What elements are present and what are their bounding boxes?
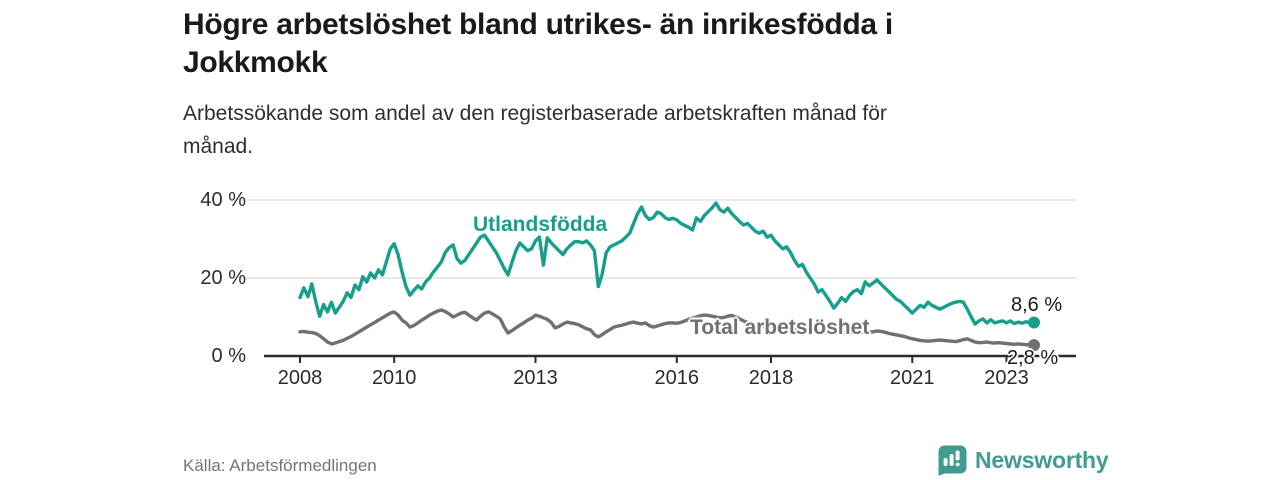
chart-subtitle-line-1: Arbetssökande som andel av den registerb… xyxy=(183,102,887,125)
brand-logo: Newsworthy xyxy=(938,445,1109,476)
x-axis-tick-label-2021: 2021 xyxy=(890,367,935,389)
y-axis-tick-label-0: 0 % xyxy=(211,345,246,367)
x-axis-tick-label-2018: 2018 xyxy=(748,367,794,389)
newsworthy-bar-chart-icon xyxy=(938,445,967,476)
line-series xyxy=(298,308,1036,347)
x-axis-tick-label-2016: 2016 xyxy=(654,367,700,389)
x-axis-tick-label-2010: 2010 xyxy=(371,367,417,389)
y-axis-tick-label-40: 40 % xyxy=(200,189,246,211)
x-axis-tick-label-2023: 2023 xyxy=(984,367,1029,389)
brand-name: Newsworthy xyxy=(975,447,1109,473)
chart-subtitle-line-2: månad. xyxy=(183,135,254,158)
page-title: Högre arbetslöshet bland utrikes- än inr… xyxy=(183,6,1123,82)
series-label-total-arbetsloshet: Total arbetslöshet xyxy=(690,316,870,339)
x-axis-tick-label-2013: 2013 xyxy=(513,367,558,389)
page-title-line-2: Jokkmokk xyxy=(183,46,328,79)
source-attribution: Källa: Arbetsförmedlingen xyxy=(183,456,377,475)
series-end-dot xyxy=(1028,316,1040,329)
line-series xyxy=(298,201,1036,326)
end-value-label-total: 2,8 % xyxy=(1007,347,1059,369)
series-label-utlandsfodda: Utlandsfödda xyxy=(473,213,608,236)
end-value-label-utlandsfodda: 8,6 % xyxy=(1011,294,1063,316)
chart-subtitle: Arbetssökande som andel av den registerb… xyxy=(183,97,1083,163)
x-axis-tick-label-2008: 2008 xyxy=(277,367,323,389)
page-title-line-1: Högre arbetslöshet bland utrikes- än inr… xyxy=(183,8,893,41)
y-axis-tick-label-20: 20 % xyxy=(200,267,246,289)
